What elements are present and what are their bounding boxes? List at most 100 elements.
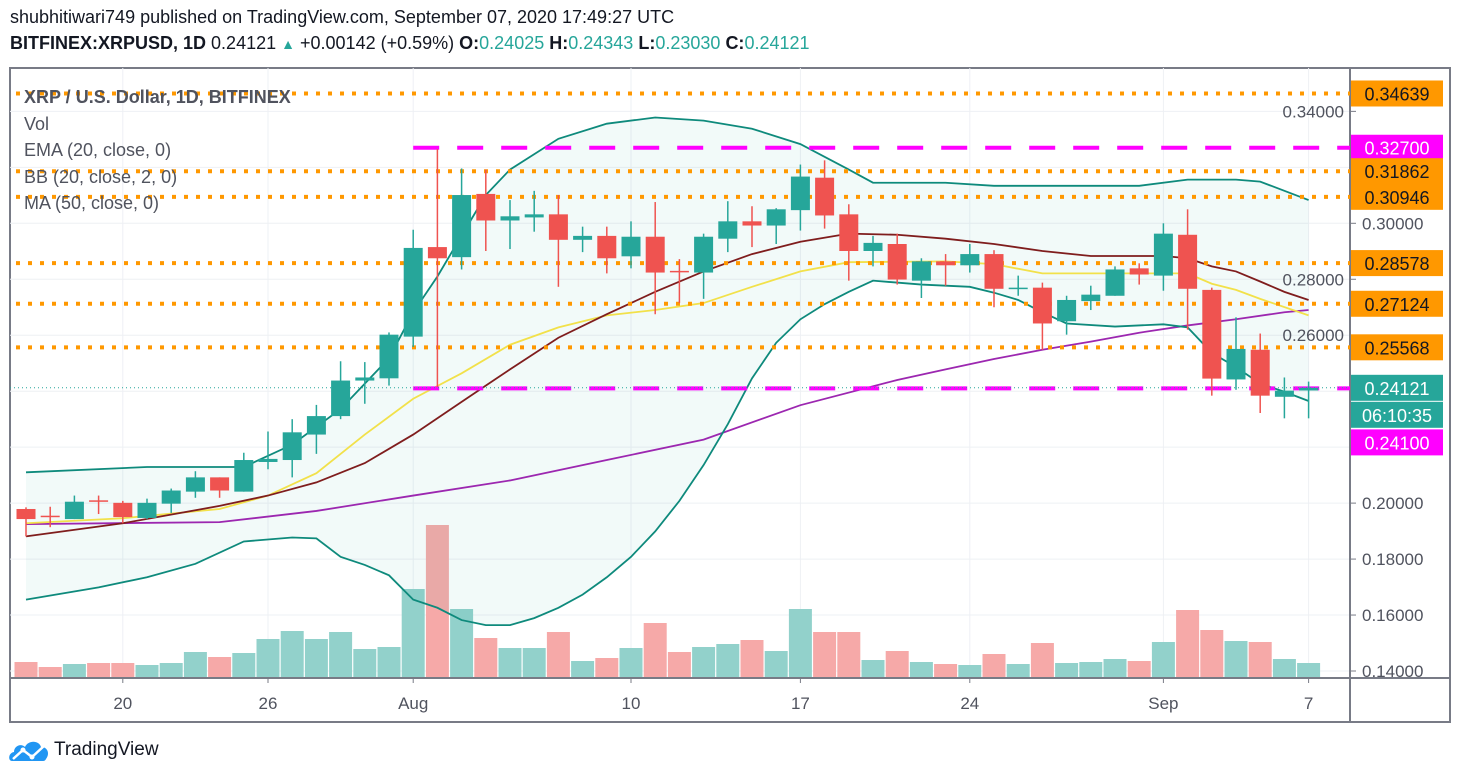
last-price-label[interactable]: 0.24121	[1351, 374, 1443, 401]
candle[interactable]	[694, 233, 714, 299]
candle[interactable]	[718, 201, 738, 253]
candle-body	[1081, 294, 1101, 302]
candle[interactable]	[984, 250, 1004, 308]
candle[interactable]	[936, 254, 956, 286]
candle[interactable]	[89, 495, 109, 515]
legend-bb[interactable]: BB (20, close, 2, 0)	[24, 166, 178, 187]
volume-bar	[788, 609, 812, 677]
x-tick-label: 26	[259, 694, 278, 713]
level-price-label-bg	[1351, 290, 1443, 317]
candle[interactable]	[790, 164, 810, 231]
candle[interactable]	[1057, 295, 1077, 335]
candle[interactable]	[573, 226, 593, 253]
candle[interactable]	[815, 160, 835, 229]
volume-bar	[280, 631, 304, 677]
candle[interactable]	[766, 208, 786, 245]
legend-series-title[interactable]: XRP / U.S. Dollar, 1D, BITFINEX	[24, 87, 291, 107]
candle[interactable]	[1008, 275, 1028, 296]
legend-ema[interactable]: EMA (20, close, 0)	[24, 140, 172, 160]
candle[interactable]	[1081, 285, 1101, 311]
candle[interactable]	[742, 206, 762, 248]
volume-bar	[885, 651, 909, 677]
candle[interactable]	[427, 149, 447, 387]
level-price-label[interactable]: 0.25568	[1351, 334, 1443, 361]
candle[interactable]	[548, 195, 568, 287]
candle[interactable]	[185, 471, 205, 498]
candle[interactable]	[839, 204, 859, 281]
candle[interactable]	[137, 498, 157, 520]
volume-bar	[232, 653, 256, 677]
candle[interactable]	[1299, 381, 1319, 419]
candle[interactable]	[1178, 209, 1198, 330]
candle[interactable]	[1202, 287, 1222, 396]
candle-body	[645, 236, 665, 273]
legend-vol[interactable]: Vol	[24, 113, 50, 134]
candle[interactable]	[960, 244, 980, 273]
level-price-label[interactable]: 0.24100	[1351, 429, 1443, 456]
candle[interactable]	[210, 477, 230, 498]
level-price-label[interactable]: 0.31862	[1351, 158, 1443, 185]
candle[interactable]	[258, 431, 278, 470]
level-price-label[interactable]: 0.27124	[1351, 290, 1443, 317]
candle[interactable]	[234, 452, 254, 492]
candle[interactable]	[524, 190, 544, 232]
volume-bar	[716, 644, 740, 677]
candle-body	[64, 501, 84, 520]
candle[interactable]	[306, 404, 326, 454]
x-tick-label: Aug	[398, 694, 428, 713]
high-label: H:	[549, 33, 569, 53]
x-tick-label: 17	[791, 694, 810, 713]
candle[interactable]	[1226, 317, 1246, 390]
candle[interactable]	[64, 495, 84, 520]
candle[interactable]	[500, 200, 520, 250]
candle-body	[1299, 387, 1319, 391]
volume-bar	[667, 652, 691, 677]
candle[interactable]	[355, 362, 375, 404]
candle[interactable]	[16, 507, 36, 537]
candle[interactable]	[476, 169, 496, 251]
x-tick-label: Sep	[1148, 694, 1178, 713]
bar-countdown-label[interactable]: 06:10:35	[1351, 401, 1443, 428]
candle-body	[1153, 233, 1173, 276]
last-price-label-bg	[1351, 374, 1443, 401]
last-price: 0.24121	[211, 33, 277, 53]
volume-bar	[353, 649, 377, 677]
candle[interactable]	[40, 506, 60, 528]
tradingview-cloud-icon	[9, 741, 49, 761]
candle[interactable]	[113, 500, 133, 524]
candle[interactable]	[1105, 266, 1125, 296]
candle-body	[1226, 348, 1246, 380]
x-tick-label: 7	[1304, 694, 1313, 713]
candle[interactable]	[282, 419, 302, 478]
candle[interactable]	[911, 258, 931, 299]
candle[interactable]	[621, 221, 641, 269]
candle-body	[234, 460, 254, 492]
candle[interactable]	[863, 235, 883, 267]
level-price-label[interactable]: 0.28578	[1351, 250, 1443, 277]
volume-bar	[474, 638, 498, 677]
candle[interactable]	[669, 259, 689, 304]
volume-bar	[498, 648, 522, 677]
level-price-label[interactable]: 0.32700	[1351, 134, 1443, 161]
candle[interactable]	[452, 168, 472, 270]
candle-body	[452, 195, 472, 258]
candle[interactable]	[1153, 223, 1173, 291]
level-price-label[interactable]: 0.34639	[1351, 80, 1443, 107]
candle[interactable]	[1032, 282, 1052, 350]
low-label: L:	[638, 33, 656, 53]
candle[interactable]	[1274, 377, 1294, 419]
candle[interactable]	[161, 488, 181, 513]
candle[interactable]	[887, 233, 907, 285]
candle[interactable]	[1250, 333, 1270, 414]
level-price-label-bg	[1351, 158, 1443, 185]
candle[interactable]	[597, 226, 617, 274]
candle[interactable]	[403, 229, 423, 347]
candle[interactable]	[1129, 263, 1149, 285]
tradingview-logo[interactable]: TradingView	[8, 738, 159, 762]
candle[interactable]	[645, 202, 665, 315]
candle[interactable]	[331, 361, 351, 420]
candle[interactable]	[379, 332, 399, 386]
level-price-label[interactable]: 0.30946	[1351, 183, 1443, 210]
legend-ma[interactable]: MA (50, close, 0)	[24, 193, 160, 213]
